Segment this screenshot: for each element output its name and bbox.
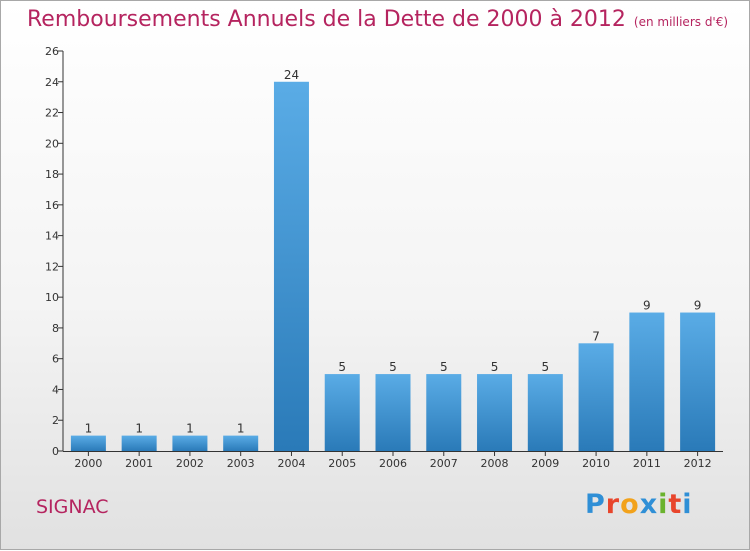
bar-value-label: 5 — [491, 360, 499, 374]
bar-value-label: 1 — [135, 422, 143, 436]
bar — [477, 374, 513, 451]
x-tick-label: 2011 — [633, 457, 661, 470]
chart-title: Remboursements Annuels de la Dette de 20… — [27, 7, 728, 32]
bar-value-label: 24 — [284, 68, 299, 82]
y-tick-label: 2 — [52, 414, 59, 427]
x-tick-label: 2003 — [227, 457, 255, 470]
x-tick-label: 2008 — [481, 457, 509, 470]
bar — [680, 312, 716, 451]
bar-value-label: 1 — [85, 422, 93, 436]
bar-value-label: 5 — [541, 360, 549, 374]
bar-value-label: 5 — [440, 360, 448, 374]
y-tick-label: 4 — [52, 383, 59, 396]
x-tick-label: 2005 — [328, 457, 356, 470]
x-tick-label: 2004 — [277, 457, 305, 470]
y-tick-label: 0 — [52, 445, 59, 458]
bar — [324, 374, 360, 451]
bar-value-label: 9 — [694, 299, 702, 313]
bar-value-label: 5 — [389, 360, 397, 374]
y-tick-label: 20 — [45, 137, 59, 150]
y-tick-label: 26 — [45, 45, 59, 58]
bar-value-label: 9 — [643, 299, 651, 313]
y-tick-label: 10 — [45, 291, 59, 304]
y-tick-label: 8 — [52, 322, 59, 335]
x-tick-label: 2001 — [125, 457, 153, 470]
chart-subtitle: (en milliers d'€) — [633, 15, 729, 29]
bar-value-label: 5 — [338, 360, 346, 374]
x-tick-label: 2007 — [430, 457, 458, 470]
bar — [375, 374, 411, 451]
bar — [121, 435, 157, 451]
x-tick-label: 2009 — [531, 457, 559, 470]
bar-value-label: 7 — [592, 329, 600, 343]
bars: 1 1 1 1 24 5 5 5 5 5 7 9 9 — [70, 68, 716, 452]
y-tick-label: 18 — [45, 168, 59, 181]
bar — [527, 374, 563, 451]
bar — [578, 343, 614, 451]
y-tick-label: 22 — [45, 107, 59, 120]
x-tick-label: 2002 — [176, 457, 204, 470]
town-name: SIGNAC — [36, 496, 109, 518]
y-tick-label: 16 — [45, 199, 59, 212]
bar — [426, 374, 462, 451]
y-tick-label: 14 — [45, 230, 59, 243]
bar — [273, 81, 309, 452]
x-tick-label: 2006 — [379, 457, 407, 470]
y-tick-label: 24 — [45, 76, 59, 89]
title-text: Remboursements Annuels de la Dette de 20… — [27, 7, 626, 32]
x-tick-label: 2010 — [582, 457, 610, 470]
y-tick-label: 6 — [52, 353, 59, 366]
y-tick-label: 12 — [45, 260, 59, 273]
bar — [629, 312, 665, 451]
bar — [172, 435, 208, 451]
bar — [223, 435, 259, 451]
bar — [70, 435, 106, 451]
proxiti-logo: Proxiti — [585, 489, 693, 520]
x-tick-label: 2012 — [684, 457, 712, 470]
bar-value-label: 1 — [186, 422, 194, 436]
bar-value-label: 1 — [237, 422, 245, 436]
x-tick-label: 2000 — [74, 457, 102, 470]
